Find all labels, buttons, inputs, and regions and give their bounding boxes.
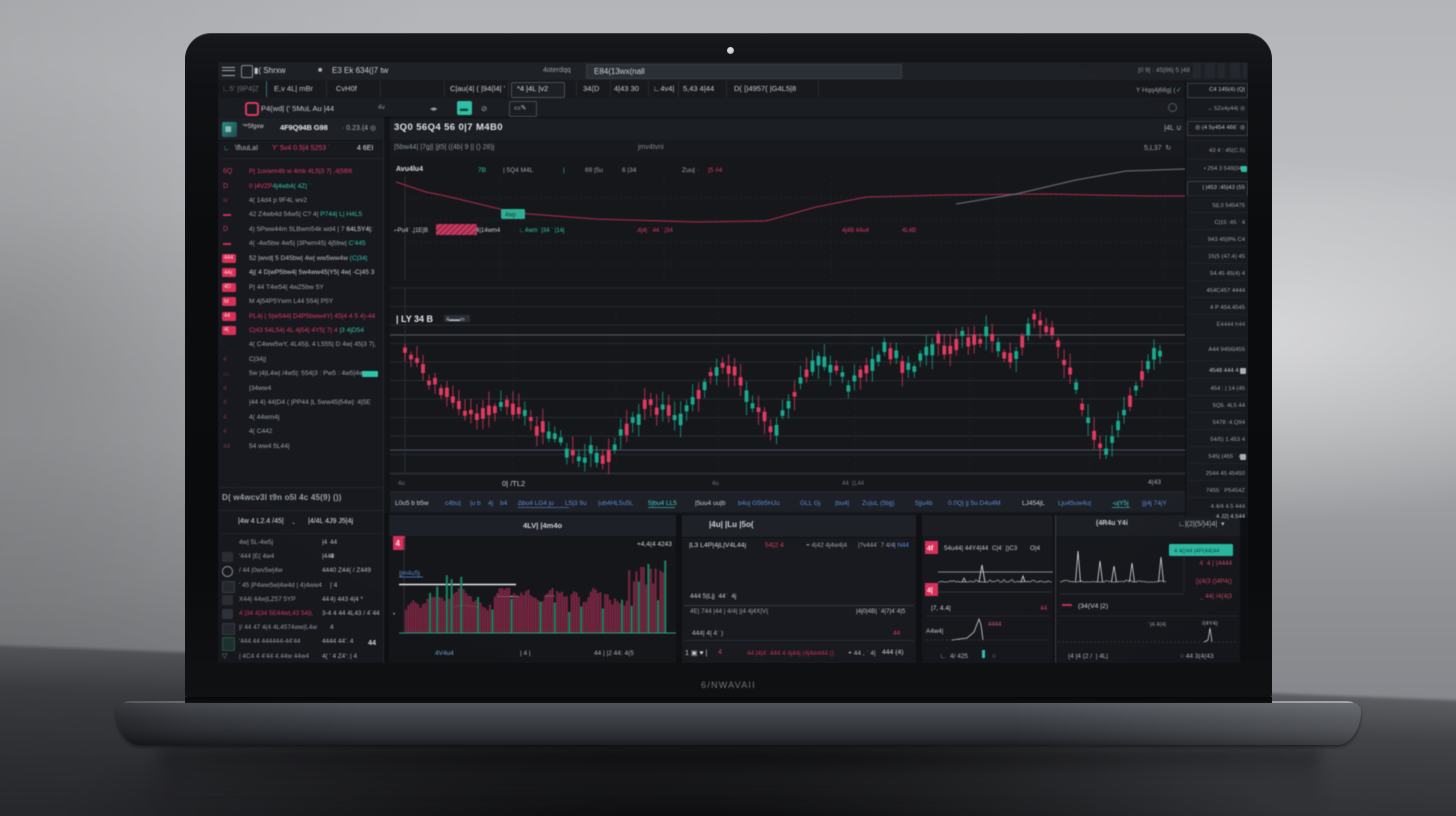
svg-text:5|ju4b: 5|ju4b — [915, 500, 933, 507]
svg-text:4444: 4444 — [988, 622, 1002, 628]
svg-text:44 (L44: 44 (L44 — [842, 481, 865, 487]
svg-text:4j4B 44u4: 4j4B 44u4 — [842, 228, 870, 234]
svg-text:4: 4 — [396, 539, 401, 548]
svg-text:4 4((44 |4P(44(44: 4 4((44 |4P(44(44 — [1174, 549, 1220, 555]
svg-text:_ 44( /4(4|3: _ 44( /4(4|3 — [1199, 593, 1233, 600]
svg-text:b4: b4 — [500, 500, 508, 507]
svg-text:(34(V4 |2): (34(V4 |2) — [1078, 603, 1108, 610]
svg-text:4u: 4u — [712, 481, 719, 487]
svg-text:|jm4u5j: |jm4u5j — [399, 570, 420, 577]
svg-text:L5|3 9u: L5|3 9u — [565, 500, 587, 507]
svg-text:|bu4|: |bu4| — [835, 500, 850, 507]
svg-text:| LY 34 B: | LY 34 B — [396, 314, 434, 324]
svg-text:4(43: 4(43 — [1148, 479, 1161, 486]
svg-text:C|4ˈ |)C3: C|4ˈ |)C3 — [992, 544, 1018, 552]
svg-text:7B: 7B — [478, 167, 486, 174]
svg-text:6 |34: 6 |34 — [622, 167, 637, 174]
svg-text:4L4B: 4L4B — [902, 228, 916, 234]
svg-text:|u b: |u b — [470, 500, 481, 507]
svg-text:44 | |2 44: 4(5: 44 | |2 44: 4(5 — [594, 650, 634, 657]
svg-text:44: 44 — [1040, 605, 1048, 612]
svg-text:|5 #4: |5 #4 — [708, 167, 723, 174]
svg-text:∆bu4 LG4 ju: ∆bu4 LG4 ju — [518, 500, 554, 507]
svg-text:O|4: O|4 — [1030, 545, 1041, 552]
svg-text:∟ 4/ 425: ∟ 4/ 425 — [940, 653, 968, 660]
svg-text:-ujY5j: -ujY5j — [1112, 500, 1129, 507]
svg-text:○: ○ — [992, 653, 996, 660]
svg-text:,4j4| ˈ 44 ˈ |34: ,4j4| ˈ 44 ˈ |34 — [636, 228, 673, 234]
svg-text:Zuu| ·: Zuu| · — [682, 167, 699, 174]
svg-text:|5uu4 uu|b: |5uu4 uu|b — [695, 500, 726, 507]
svg-text:•: • — [393, 612, 395, 618]
svg-text:4ˈ 4 |ˈ(4444: 4ˈ 4 |ˈ(4444 — [1200, 559, 1233, 567]
svg-text:(4 |4 (2 / | 4L|: (4 |4 (2 / | 4L| — [1068, 653, 1108, 660]
svg-text:○ 44 3(4(43: ○ 44 3(4(43 — [1180, 653, 1214, 660]
svg-text:b4uj G5b5HJu: b4uj G5b5HJu — [738, 500, 780, 507]
svg-text:4u: 4u — [398, 481, 405, 487]
svg-text:54u44| 44Y4|44: 54u44| 44Y4|44 — [944, 545, 989, 552]
svg-text:|)(4(3 ()4P4(): |)(4(3 ()4P4() — [1196, 578, 1232, 585]
svg-text:Avu4lu4: Avu4lu4 — [396, 166, 423, 173]
svg-text:4f: 4f — [927, 546, 934, 553]
svg-text:4|: 4| — [927, 588, 933, 595]
svg-text:4j: 4j — [488, 500, 493, 507]
svg-text:|j|4j 74jY: |j|4j 74jY — [1142, 500, 1167, 507]
svg-text:Lju45uw4u|: Lju45uw4u| — [1058, 500, 1091, 507]
svg-text:Zu|uL (5bjj): Zu|uL (5bjj) — [862, 500, 895, 507]
svg-text:A4w4|: A4w4| — [926, 628, 944, 635]
svg-text:ˈ|4.4(4|: ˈ|4.4(4| — [1148, 622, 1166, 628]
svg-text:0.0Q| |j 5u D4u4M: 0.0Q| |j 5u D4u4M — [948, 500, 1001, 507]
svg-text:|: | — [563, 167, 565, 174]
svg-text:4wp: 4wp — [505, 213, 517, 219]
svg-text:| 5Q4 M4L: | 5Q4 M4L — [503, 167, 534, 174]
svg-text:5|bu4 LL5: 5|bu4 LL5 — [648, 500, 677, 507]
svg-text:c4bu|: c4bu| — [445, 500, 461, 507]
svg-text:|7, 4.4|: |7, 4.4| — [931, 605, 951, 612]
svg-text:+4,4(4 4243: +4,4(4 4243 — [637, 541, 672, 548]
svg-text:0| /TL2: 0| /TL2 — [502, 479, 525, 488]
svg-text:4|14wm4: 4|14wm4 — [476, 228, 501, 234]
svg-text:4▬▬m: 4▬▬m — [446, 317, 465, 323]
svg-text:|ub4HL5u5L: |ub4HL5u5L — [598, 500, 634, 507]
svg-text:∟4wmˈ |34 ˈ |14j: ∟4wmˈ |34 ˈ |14j — [519, 228, 564, 234]
svg-text:L0u5 b b5w: L0u5 b b5w — [395, 500, 429, 507]
svg-text:GLL Gj: GLL Gj — [800, 500, 820, 507]
svg-text:| 4 |: | 4 | — [520, 650, 531, 657]
svg-text:4V4u4: 4V4u4 — [435, 650, 454, 657]
svg-text:⌐Pu4ˈ ,|1E|B: ⌐Pu4ˈ ,|1E|B — [394, 228, 428, 234]
svg-text:/(4Y4): /(4Y4) — [1202, 621, 1218, 627]
svg-text:69 |5u: 69 |5u — [585, 167, 603, 174]
svg-text:LJ454jL: LJ454jL — [1022, 500, 1045, 507]
